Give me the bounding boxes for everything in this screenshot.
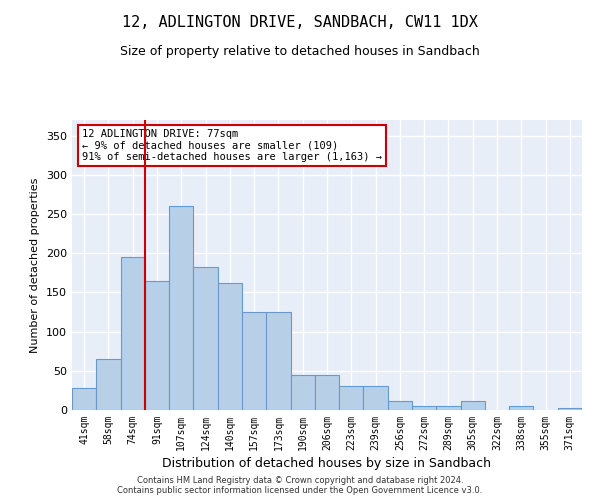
- Bar: [266, 312, 290, 410]
- Text: Contains public sector information licensed under the Open Government Licence v3: Contains public sector information licen…: [118, 486, 482, 495]
- Bar: [290, 374, 315, 410]
- Bar: [121, 257, 145, 410]
- Text: Contains HM Land Registry data © Crown copyright and database right 2024.: Contains HM Land Registry data © Crown c…: [137, 476, 463, 485]
- Bar: [436, 406, 461, 410]
- Text: 12 ADLINGTON DRIVE: 77sqm
← 9% of detached houses are smaller (109)
91% of semi-: 12 ADLINGTON DRIVE: 77sqm ← 9% of detach…: [82, 128, 382, 162]
- Bar: [461, 400, 485, 410]
- Bar: [509, 406, 533, 410]
- Bar: [242, 312, 266, 410]
- Bar: [169, 206, 193, 410]
- Bar: [412, 406, 436, 410]
- Bar: [558, 408, 582, 410]
- Bar: [96, 359, 121, 410]
- Bar: [72, 388, 96, 410]
- Bar: [218, 283, 242, 410]
- Y-axis label: Number of detached properties: Number of detached properties: [31, 178, 40, 352]
- Bar: [339, 386, 364, 410]
- Text: Distribution of detached houses by size in Sandbach: Distribution of detached houses by size …: [163, 458, 491, 470]
- Bar: [193, 268, 218, 410]
- Text: Size of property relative to detached houses in Sandbach: Size of property relative to detached ho…: [120, 45, 480, 58]
- Text: 12, ADLINGTON DRIVE, SANDBACH, CW11 1DX: 12, ADLINGTON DRIVE, SANDBACH, CW11 1DX: [122, 15, 478, 30]
- Bar: [315, 374, 339, 410]
- Bar: [145, 280, 169, 410]
- Bar: [364, 386, 388, 410]
- Bar: [388, 400, 412, 410]
